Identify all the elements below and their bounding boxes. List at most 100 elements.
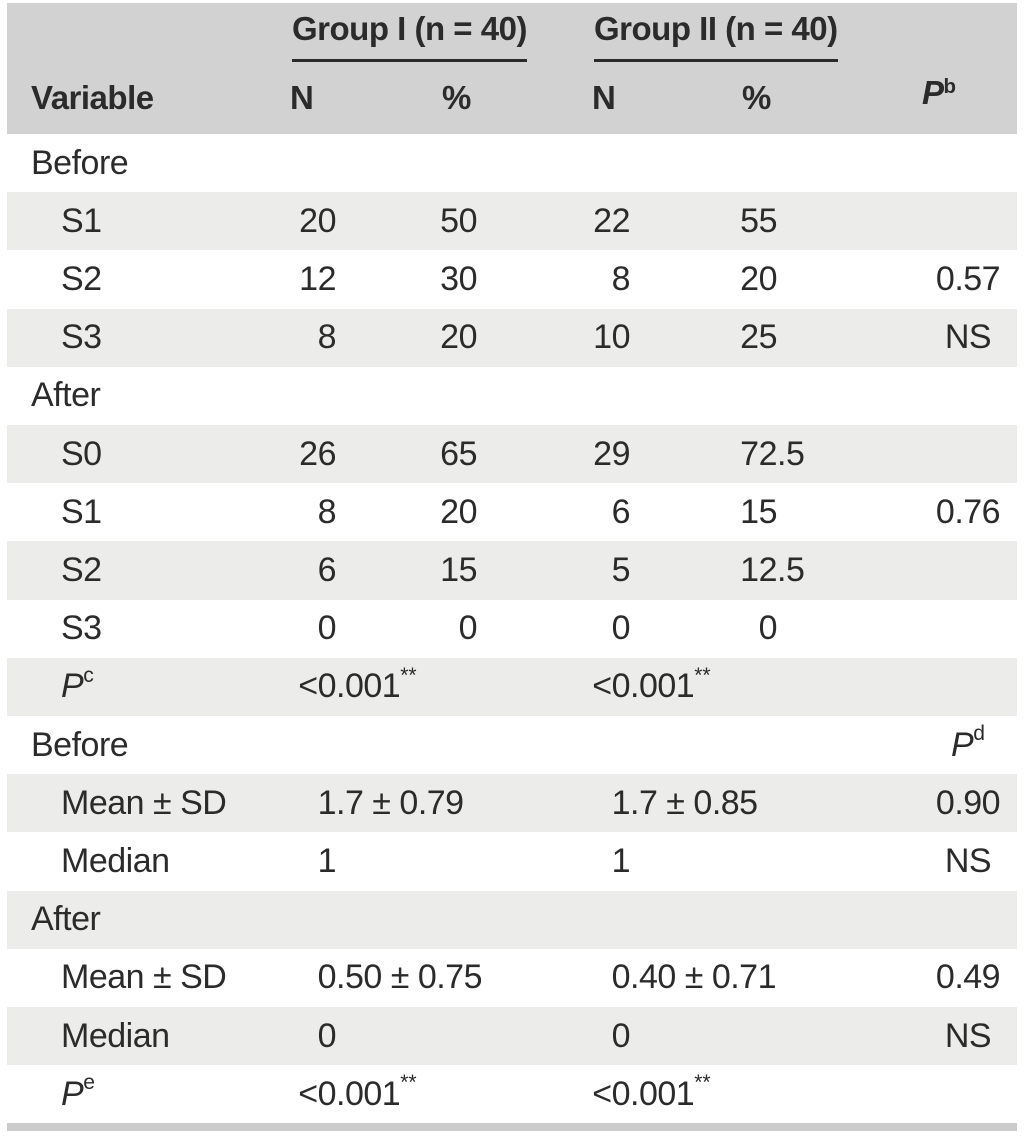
cell-sp1-int: <0 [298,667,336,706]
row-label-text: P [61,667,84,706]
cell-p-value: 0.90 [912,774,1024,832]
row-label: S3 [61,600,102,658]
table-row: S1 8 20 6 15 0.76 [7,483,1017,542]
cell-sp2-int: <0 [592,667,630,706]
table-row: After [7,890,1017,949]
row-label: Mean ± SD [61,949,227,1007]
cell-g2p-frac: .5 [777,425,867,483]
group1-n-column-header: N [290,79,314,116]
row-label-text: S2 [61,259,102,298]
cell-sp2-int: 0 [611,958,631,997]
cell-p-value-text: P [951,725,974,764]
cell-sp1-frac: .50 ± 0.75 [336,949,596,1007]
cell-g1n-int: 20 [299,201,336,240]
cell-sp1-superscript: ** [400,663,417,687]
cell-g2n-int: 10 [593,318,630,357]
cell-p-value: NS [912,309,1024,367]
cell-sp1-frac: .001 ** [336,658,596,716]
row-label-text: S0 [61,434,102,473]
row-label-text: S3 [61,609,102,648]
row-label-text: S1 [61,492,102,531]
table-row: Before [7,134,1017,193]
cell-sp2-frac: .001 ** [630,658,890,716]
cell-sp2-int: <0 [592,1074,630,1113]
row-label-text: Before [31,725,129,764]
cell-g2p-frac-text: .5 [777,434,805,473]
cell-sp2-frac-text: .001 [630,1074,695,1113]
variable-column-header: Variable [31,79,154,116]
cell-g1p-int: 30 [440,259,477,298]
cell-sp2-superscript: ** [694,1071,711,1095]
cell-sp1-frac: .7 ± 0.79 [336,774,596,832]
p-header-superscript: b [943,75,956,99]
table-row: Mean ± SD 0.50 ± 0.75 0.40 ± 0.71 0.49 [7,948,1017,1007]
row-label-text: After [31,376,101,415]
cell-sp2-int: 1 [611,841,631,880]
row-label: S0 [61,425,102,483]
cell-sp2-frac-text: .40 ± 0.71 [630,958,777,997]
cell-g1p-int: 20 [440,318,477,357]
cell-sp1-frac: .001 ** [336,1065,596,1123]
table-row: S1 20 50 22 55 [7,192,1017,251]
cell-g2p-int: 25 [740,318,777,357]
cell-p-value-text: 0.76 [935,492,1001,531]
cell-p-value-text: 0.49 [935,958,1001,997]
cell-p-value-text: NS [944,1016,992,1055]
cell-g1n-int: 8 [317,318,337,357]
table-bottom-rule [7,1123,1017,1131]
cell-sp1-superscript: ** [400,1071,417,1095]
cell-sp1-int: 1 [317,783,337,822]
table-row: S2 12 30 8 20 0.57 [7,250,1017,309]
table-body: Before S1 20 50 22 55 S2 12 30 8 20 0.57 S3 8 20 10 25 NS… [0,134,1024,1124]
cell-p-value: NS [912,832,1024,890]
cell-sp1-int: 1 [317,841,337,880]
cell-sp2-int: 1 [611,783,631,822]
cell-g2p-int: 12 [740,550,777,589]
row-label-superscript: c [83,663,94,687]
table-header: Group I (n = 40) Group II (n = 40) Varia… [7,3,1017,134]
group1-pct-column-header: % [442,79,471,116]
cell-p-value-text: 0.90 [935,783,1001,822]
cell-p-value-text: 0.57 [935,259,1001,298]
cell-g2n-int: 5 [611,550,631,589]
cell-g1n-int: 0 [317,609,337,648]
cell-g2n-int: 8 [611,259,631,298]
table-row: S3 0 0 0 0 [7,599,1017,658]
table-row: Median 0 0 NS [7,1007,1017,1066]
row-label: Before [31,716,129,774]
row-label: S1 [61,192,102,250]
group2-n-column-header: N [592,79,616,116]
cell-g1n-int: 26 [299,434,336,473]
row-label-text: After [31,900,101,939]
group2-spanner: Group II (n = 40) [594,10,838,62]
row-label-text: Mean ± SD [61,783,227,822]
cell-p-value: 0.76 [912,483,1024,541]
group1-spanner: Group I (n = 40) [292,10,527,62]
cell-sp2-superscript: ** [694,663,711,687]
table-row: S0 26 65 29 72.5 [7,425,1017,484]
cell-g2p-int: 20 [740,259,777,298]
table-row: Median 1 1 NS [7,832,1017,891]
cell-p-value-text: NS [944,318,992,357]
cell-g1n-int: 8 [317,492,337,531]
row-label: S3 [61,309,102,367]
cell-g2p-frac-text: .5 [777,550,805,589]
cell-sp2-frac: .001 ** [630,1065,890,1123]
row-label: Median [61,1007,170,1065]
cell-p-value: 0.57 [912,250,1024,308]
row-label-text: S3 [61,318,102,357]
cell-sp1-frac-text: .001 [336,667,401,706]
cell-p-value: 0.49 [912,949,1024,1007]
cell-g2p-int: 55 [740,201,777,240]
table-row: S2 6 15 5 12.5 [7,541,1017,600]
row-label-text: Mean ± SD [61,958,227,997]
table-row: After [7,366,1017,425]
cell-p-value-superscript: d [973,722,985,746]
table-row: S3 8 20 10 25 NS [7,308,1017,367]
